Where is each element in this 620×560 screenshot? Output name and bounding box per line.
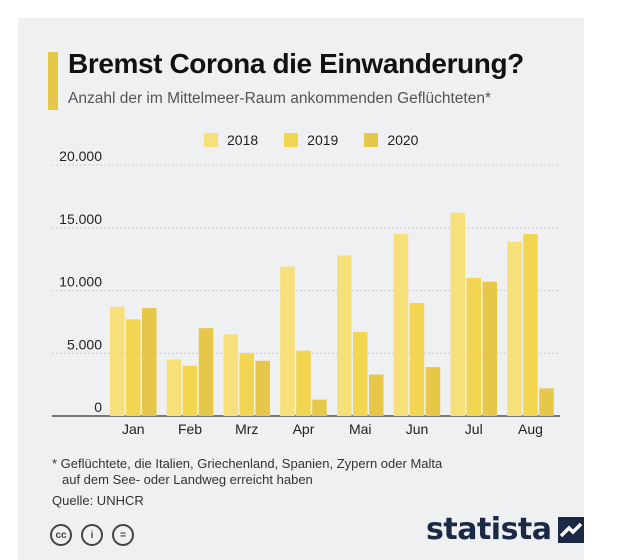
- bar-2020-jul: [482, 281, 497, 416]
- bar-2019-feb: [182, 365, 198, 416]
- y-tick-label: 15.000: [59, 211, 102, 227]
- legend-label-2018: 2018: [227, 132, 259, 148]
- bar-2020-aug: [539, 388, 554, 416]
- legend-item-2019: 2019: [284, 132, 338, 148]
- bar-2018-mrz: [223, 334, 238, 416]
- x-tick-label: Mrz: [235, 421, 258, 437]
- bar-2020-jan: [142, 308, 157, 416]
- legend-label-2019: 2019: [307, 132, 339, 148]
- legend: 2018 2019 2020: [204, 131, 444, 149]
- bar-2018-feb: [166, 359, 182, 416]
- x-tick-label: Feb: [178, 421, 202, 437]
- bar-2018-jan: [110, 306, 125, 416]
- legend-item-2018: 2018: [204, 132, 258, 148]
- x-tick-label: Aug: [518, 421, 543, 437]
- bar-2018-jun: [393, 234, 409, 416]
- chart-title: Bremst Corona die Einwanderung?: [68, 48, 524, 79]
- by-icon[interactable]: i: [81, 524, 103, 546]
- bar-2018-apr: [280, 266, 295, 416]
- bar-2018-mai: [337, 255, 352, 416]
- bar-2019-apr: [296, 350, 311, 416]
- chart-subtitle: Anzahl der im Mittelmeer-Raum ankommende…: [68, 90, 491, 107]
- x-tick-label: Apr: [293, 421, 315, 437]
- x-tick-label: Mai: [349, 421, 372, 437]
- y-tick-label: 10.000: [59, 274, 102, 290]
- x-tick-label: Jun: [406, 421, 429, 437]
- bar-2019-mrz: [239, 353, 254, 416]
- legend-label-2020: 2020: [387, 132, 419, 148]
- bar-2020-mrz: [255, 360, 270, 416]
- nd-icon[interactable]: =: [112, 524, 134, 546]
- bar-2020-mai: [369, 374, 384, 416]
- footnote-line-2: auf dem See- oder Landweg erreicht haben: [62, 472, 313, 487]
- bar-2019-jul: [466, 277, 481, 416]
- legend-item-2020: 2020: [364, 132, 418, 148]
- footnote: * Geflüchtete, die Italien, Griechenland…: [52, 456, 442, 488]
- bar-2019-jun: [409, 303, 425, 416]
- bar-2018-jul: [450, 212, 465, 416]
- license-icons: cc i =: [50, 524, 143, 546]
- bar-2018-aug: [507, 241, 522, 416]
- statista-logo[interactable]: statista: [426, 512, 584, 547]
- footnote-line-1: * Geflüchtete, die Italien, Griechenland…: [52, 456, 443, 471]
- x-tick-label: Jul: [465, 421, 483, 437]
- cc-icon[interactable]: cc: [50, 524, 72, 546]
- brand-wordmark: statista: [426, 512, 552, 547]
- bar-2019-jan: [126, 319, 141, 416]
- bar-2019-aug: [523, 234, 538, 416]
- y-tick-label: 20.000: [59, 148, 102, 164]
- bar-2019-mai: [353, 331, 368, 416]
- y-tick-label: 0: [94, 399, 102, 415]
- bar-2020-jun: [425, 367, 441, 416]
- legend-swatch-2018: [204, 133, 218, 147]
- legend-swatch-2020: [364, 133, 379, 147]
- bar-2020-apr: [312, 399, 327, 416]
- title-accent-bar: [48, 52, 58, 110]
- bar-2020-feb: [198, 328, 214, 416]
- x-tick-label: Jan: [122, 421, 145, 437]
- statista-mark-icon: [557, 516, 584, 543]
- legend-swatch-2019: [284, 133, 299, 147]
- source-note: Quelle: UNHCR: [52, 493, 144, 508]
- y-tick-label: 5.000: [67, 336, 102, 352]
